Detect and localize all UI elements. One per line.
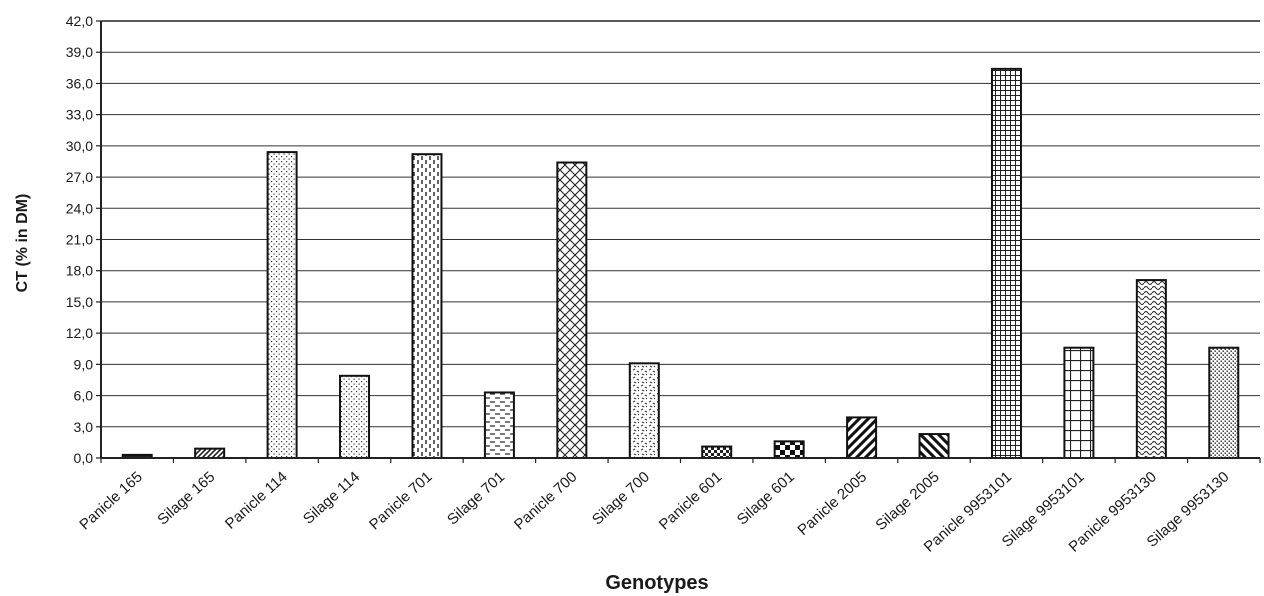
y-tick-label: 27,0 xyxy=(66,169,93,185)
x-tick-label: Silage 114 xyxy=(300,468,363,527)
x-tick-label: Panicle 700 xyxy=(511,468,581,533)
bar xyxy=(773,440,805,460)
x-tick-label: Silage 2005 xyxy=(872,468,942,534)
y-tick-label: 30,0 xyxy=(66,138,93,154)
bar xyxy=(266,151,298,459)
x-tick-label: Panicle 165 xyxy=(76,468,146,533)
bar xyxy=(846,416,878,459)
y-axis-ticks: 0,0 3,0 6,0 9,0 12,0 15,0 18,0 21,0 24,0 27,0 30,0… xyxy=(66,13,101,466)
bar xyxy=(339,374,371,459)
bar xyxy=(701,445,733,459)
bar xyxy=(628,362,660,460)
bar xyxy=(194,447,226,459)
bar xyxy=(990,67,1022,459)
y-tick-label: 36,0 xyxy=(66,75,93,91)
x-tick-label: Silage 165 xyxy=(154,468,218,528)
y-tick-label: 6,0 xyxy=(74,388,94,404)
x-tick-label: Panicle 2005 xyxy=(794,468,870,539)
bar xyxy=(1063,346,1095,460)
x-tick-label: Silage 601 xyxy=(734,468,798,528)
y-tick-label: 21,0 xyxy=(66,232,93,248)
y-tick-label: 42,0 xyxy=(66,13,93,29)
y-tick-label: 9,0 xyxy=(74,356,94,372)
x-tick-label: Panicle 701 xyxy=(366,468,436,533)
x-tick-label: Silage 700 xyxy=(589,468,653,528)
x-tick-label: Silage 701 xyxy=(444,468,508,528)
y-tick-label: 39,0 xyxy=(66,44,93,60)
y-axis-label: CT (% in DM) xyxy=(14,194,31,293)
y-tick-label: 15,0 xyxy=(66,294,93,310)
bar xyxy=(556,161,588,459)
bar xyxy=(918,433,950,460)
y-tick-label: 12,0 xyxy=(66,325,93,341)
bar xyxy=(411,153,443,460)
bar xyxy=(483,391,515,460)
y-tick-label: 0,0 xyxy=(74,450,94,466)
axes xyxy=(100,20,1260,459)
x-axis-ticks: Panicle 165 Silage 165 Panicle 114 Silage 1… xyxy=(76,458,1261,556)
x-axis-label: Genotypes xyxy=(605,572,708,594)
y-tick-label: 3,0 xyxy=(74,419,94,435)
y-tick-label: 33,0 xyxy=(66,107,93,123)
bar xyxy=(1208,346,1240,460)
bars xyxy=(121,67,1240,460)
y-tick-label: 24,0 xyxy=(66,200,93,216)
x-tick-label: Panicle 114 xyxy=(222,468,291,532)
y-tick-label: 18,0 xyxy=(66,263,93,279)
x-tick-label: Panicle 601 xyxy=(656,468,726,533)
bar xyxy=(1135,279,1167,460)
